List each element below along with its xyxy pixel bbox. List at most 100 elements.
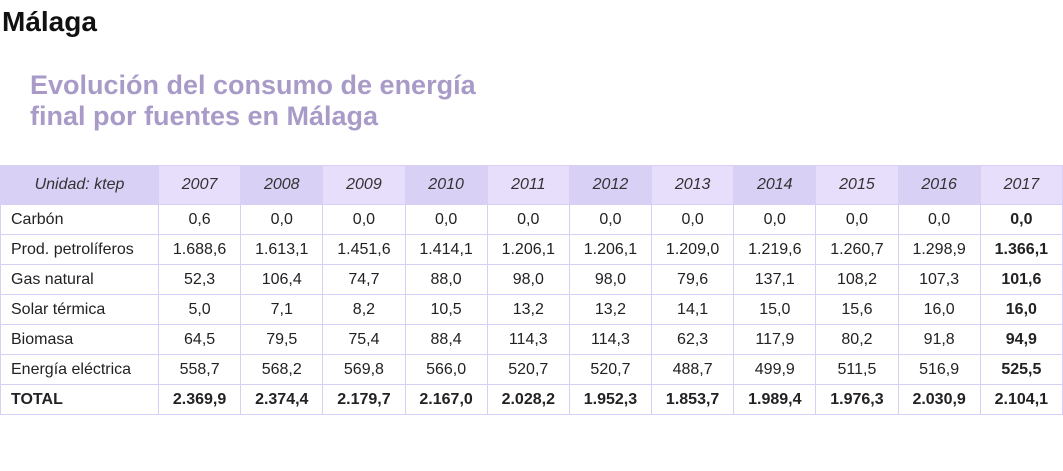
value-cell: 0,0 bbox=[568, 204, 653, 235]
value-cell: 8,2 bbox=[322, 294, 406, 325]
year-header: 2008 bbox=[240, 165, 324, 205]
value-cell: 2.374,4 bbox=[240, 384, 324, 415]
value-cell: 488,7 bbox=[651, 354, 735, 385]
value-cell: 13,2 bbox=[486, 294, 570, 325]
value-cell: 117,9 bbox=[733, 324, 817, 355]
place-heading: Málaga bbox=[2, 6, 97, 37]
value-cell: 15,0 bbox=[733, 294, 817, 325]
value-cell: 0,6 bbox=[157, 204, 242, 235]
value-cell: 2.167,0 bbox=[404, 384, 488, 415]
value-cell: 2.179,7 bbox=[322, 384, 406, 415]
value-cell: 88,4 bbox=[404, 324, 488, 355]
value-cell: 80,2 bbox=[815, 324, 899, 355]
value-cell: 74,7 bbox=[322, 264, 406, 295]
value-cell: 1.853,7 bbox=[651, 384, 735, 415]
value-cell: 0,0 bbox=[404, 204, 488, 235]
value-cell: 1.206,1 bbox=[486, 234, 570, 265]
value-cell: 0,0 bbox=[897, 204, 981, 235]
value-cell: 558,7 bbox=[157, 354, 242, 385]
value-cell: 0,0 bbox=[651, 204, 735, 235]
value-cell: 114,3 bbox=[486, 324, 570, 355]
value-cell: 64,5 bbox=[157, 324, 242, 355]
table-row: Biomasa 64,5 79,5 75,4 88,4 114,3 114,3 62,3 117… bbox=[0, 324, 1063, 355]
value-cell: 2.030,9 bbox=[897, 384, 981, 415]
year-header: 2013 bbox=[651, 165, 735, 205]
table-row: Solar térmica 5,0 7,1 8,2 10,5 13,2 13,2 14,1 15… bbox=[0, 294, 1063, 325]
year-header: 2009 bbox=[322, 165, 406, 205]
value-cell: 88,0 bbox=[404, 264, 488, 295]
value-cell: 1.688,6 bbox=[157, 234, 242, 265]
row-label: Energía eléctrica bbox=[0, 354, 159, 385]
value-cell: 0,0 bbox=[240, 204, 324, 235]
row-label: Biomasa bbox=[0, 324, 159, 355]
value-cell: 14,1 bbox=[651, 294, 735, 325]
value-cell: 516,9 bbox=[897, 354, 981, 385]
year-header: 2011 bbox=[486, 165, 570, 205]
table-row: Gas natural 52,3 106,4 74,7 88,0 98,0 98,0 79,6… bbox=[0, 264, 1063, 295]
value-cell: 98,0 bbox=[486, 264, 570, 295]
table-row: Prod. petrolíferos 1.688,6 1.613,1 1.451,6 1… bbox=[0, 234, 1063, 265]
value-cell: 0,0 bbox=[733, 204, 817, 235]
value-cell: 1.298,9 bbox=[897, 234, 981, 265]
value-cell: 1.209,0 bbox=[651, 234, 735, 265]
value-cell: 52,3 bbox=[157, 264, 242, 295]
value-cell: 75,4 bbox=[322, 324, 406, 355]
value-cell: 106,4 bbox=[240, 264, 324, 295]
value-cell: 2.369,9 bbox=[157, 384, 242, 415]
value-cell: 101,6 bbox=[979, 264, 1063, 295]
value-cell: 1.366,1 bbox=[979, 234, 1063, 265]
row-label: Solar térmica bbox=[0, 294, 159, 325]
header-row: Unidad: ktep 2007 2008 2009 2010 2011 2012 201… bbox=[0, 165, 1063, 205]
value-cell: 511,5 bbox=[815, 354, 899, 385]
value-cell: 520,7 bbox=[486, 354, 570, 385]
year-header: 2010 bbox=[404, 165, 488, 205]
value-cell: 1.976,3 bbox=[815, 384, 899, 415]
value-cell: 1.451,6 bbox=[322, 234, 406, 265]
row-label: Carbón bbox=[0, 204, 159, 235]
value-cell: 91,8 bbox=[897, 324, 981, 355]
year-header: 2014 bbox=[733, 165, 817, 205]
value-cell: 1.952,3 bbox=[568, 384, 653, 415]
year-header: 2017 bbox=[979, 165, 1063, 205]
row-label: Prod. petrolíferos bbox=[0, 234, 159, 265]
table-row: Carbón 0,6 0,0 0,0 0,0 0,0 0,0 0,0 0,0 0,0 0,0 0,0 bbox=[0, 204, 1063, 235]
value-cell: 94,9 bbox=[979, 324, 1063, 355]
value-cell: 2.104,1 bbox=[979, 384, 1063, 415]
value-cell: 114,3 bbox=[568, 324, 653, 355]
unit-header: Unidad: ktep bbox=[0, 165, 159, 205]
value-cell: 79,5 bbox=[240, 324, 324, 355]
value-cell: 1.414,1 bbox=[404, 234, 488, 265]
value-cell: 1.989,4 bbox=[733, 384, 817, 415]
table-title: Evolución del consumo de energía final p… bbox=[30, 70, 550, 132]
value-cell: 16,0 bbox=[897, 294, 981, 325]
value-cell: 108,2 bbox=[815, 264, 899, 295]
value-cell: 568,2 bbox=[240, 354, 324, 385]
title-line-1: Evolución del consumo de energía bbox=[30, 70, 476, 100]
value-cell: 5,0 bbox=[157, 294, 242, 325]
row-label: TOTAL bbox=[0, 384, 159, 415]
value-cell: 15,6 bbox=[815, 294, 899, 325]
value-cell: 137,1 bbox=[733, 264, 817, 295]
value-cell: 7,1 bbox=[240, 294, 324, 325]
value-cell: 1.613,1 bbox=[240, 234, 324, 265]
value-cell: 62,3 bbox=[651, 324, 735, 355]
year-header: 2012 bbox=[568, 165, 653, 205]
value-cell: 107,3 bbox=[897, 264, 981, 295]
value-cell: 79,6 bbox=[651, 264, 735, 295]
value-cell: 0,0 bbox=[322, 204, 406, 235]
value-cell: 0,0 bbox=[486, 204, 570, 235]
value-cell: 1.260,7 bbox=[815, 234, 899, 265]
energy-consumption-table: Unidad: ktep 2007 2008 2009 2010 2011 2012 201… bbox=[0, 165, 1063, 415]
title-line-2: final por fuentes en Málaga bbox=[30, 101, 379, 131]
year-header: 2016 bbox=[897, 165, 981, 205]
value-cell: 98,0 bbox=[568, 264, 653, 295]
value-cell: 1.206,1 bbox=[568, 234, 653, 265]
value-cell: 499,9 bbox=[733, 354, 817, 385]
value-cell: 569,8 bbox=[322, 354, 406, 385]
year-header: 2007 bbox=[157, 165, 242, 205]
value-cell: 1.219,6 bbox=[733, 234, 817, 265]
value-cell: 13,2 bbox=[568, 294, 653, 325]
value-cell: 10,5 bbox=[404, 294, 488, 325]
value-cell: 2.028,2 bbox=[486, 384, 570, 415]
value-cell: 0,0 bbox=[979, 204, 1063, 235]
